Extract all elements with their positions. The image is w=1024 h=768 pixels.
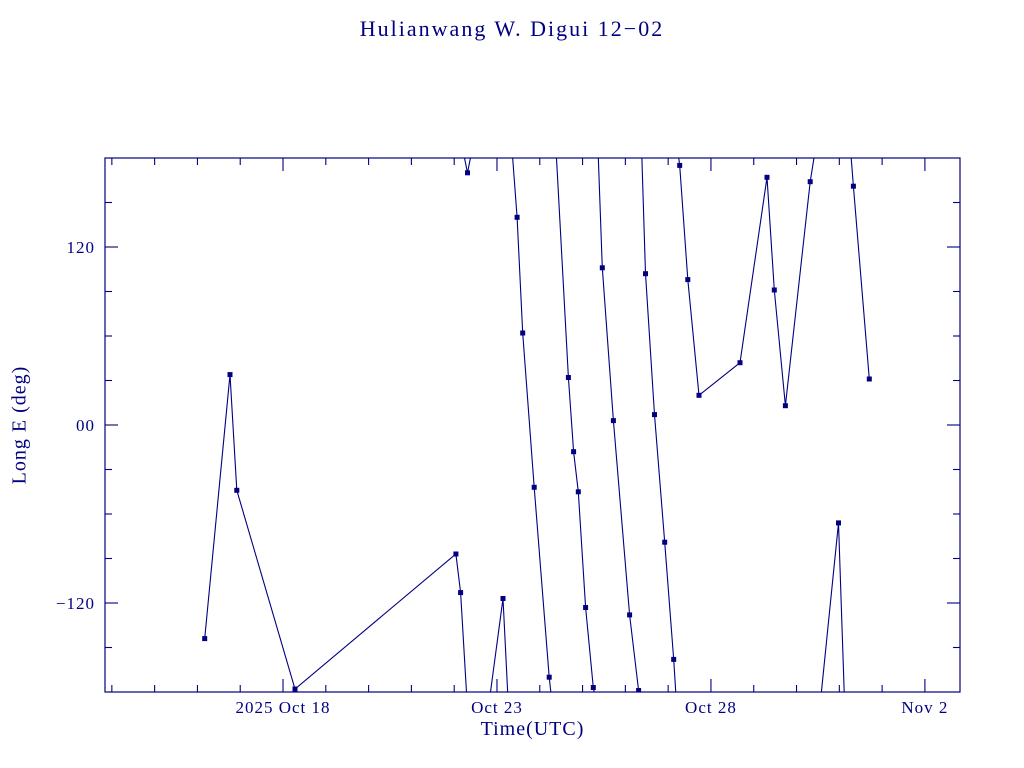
data-point-marker <box>596 147 601 152</box>
data-point-marker <box>453 551 459 557</box>
data-point-marker <box>671 656 677 662</box>
data-point-marker <box>575 489 581 495</box>
data-point-marker <box>807 179 813 185</box>
data-point-marker <box>675 147 680 152</box>
data-point-marker <box>737 360 743 366</box>
data-point-marker <box>571 449 577 455</box>
x-tick-label: Oct 23 <box>471 698 523 717</box>
series-line <box>597 158 640 691</box>
data-point-marker <box>771 287 777 293</box>
data-point-marker <box>458 590 464 596</box>
data-point-marker <box>848 147 853 152</box>
series-line <box>820 522 845 692</box>
data-point-marker <box>465 170 470 176</box>
x-tick-label: Oct 28 <box>685 698 737 717</box>
data-point-marker <box>500 596 506 601</box>
data-point-marker <box>546 674 552 680</box>
series-line <box>463 158 471 173</box>
data-point-marker <box>782 403 788 409</box>
series-line <box>555 158 595 692</box>
data-point-marker <box>652 412 657 418</box>
data-point-marker <box>639 147 644 152</box>
data-point-marker <box>842 698 847 703</box>
data-point-marker <box>549 698 554 703</box>
data-point-marker <box>514 214 520 220</box>
data-point-marker <box>510 147 515 152</box>
data-point-marker <box>465 698 470 703</box>
data-point-marker <box>610 418 616 424</box>
x-tick-label: 2025 Oct 18 <box>235 698 330 717</box>
data-point-marker <box>234 487 240 493</box>
x-tick-label: Nov 2 <box>901 698 948 717</box>
series-line <box>512 158 552 692</box>
data-point-marker <box>674 698 679 703</box>
data-point-marker <box>554 147 559 152</box>
y-tick-label: −120 <box>56 594 95 613</box>
data-point-marker <box>531 484 537 490</box>
data-point-marker <box>565 375 571 380</box>
series-line <box>641 158 677 692</box>
data-point-marker <box>685 277 691 283</box>
y-tick-label: 00 <box>76 416 95 435</box>
series-group <box>202 147 872 703</box>
y-tick-label: 120 <box>67 238 96 257</box>
series-line <box>489 598 509 692</box>
data-point-marker <box>583 605 589 610</box>
data-point-marker <box>590 685 596 690</box>
data-point-marker <box>202 636 208 642</box>
data-point-marker <box>866 376 872 382</box>
series-line <box>678 158 815 406</box>
data-point-marker <box>520 330 526 336</box>
data-point-marker <box>470 147 475 152</box>
data-point-marker <box>662 539 668 545</box>
data-point-marker <box>227 372 233 378</box>
data-point-marker <box>813 147 818 152</box>
x-axis-label: Time(UTC) <box>480 718 585 740</box>
series-line <box>204 374 468 692</box>
data-point-marker <box>627 612 633 618</box>
chart-title: Hulianwang W. Digui 12−02 <box>359 16 665 41</box>
data-point-marker <box>643 271 648 277</box>
data-point-marker <box>593 698 598 703</box>
data-point-marker <box>850 183 856 189</box>
data-point-marker <box>677 162 683 168</box>
data-point-marker <box>599 265 605 271</box>
data-point-marker <box>836 520 841 526</box>
series-line <box>850 158 870 380</box>
data-point-marker <box>292 686 298 692</box>
data-point-marker <box>636 688 642 692</box>
data-point-marker <box>818 698 823 703</box>
data-point-marker <box>696 392 702 398</box>
data-point-marker <box>764 174 770 180</box>
data-point-marker <box>460 147 465 152</box>
